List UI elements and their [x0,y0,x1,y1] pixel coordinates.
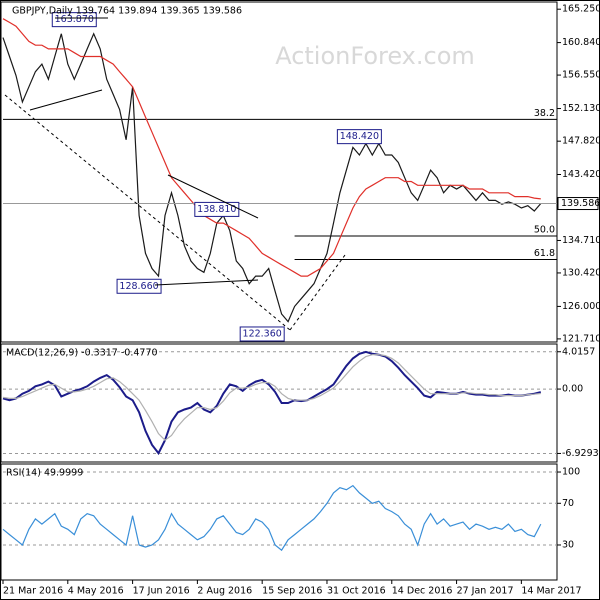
x-tick-label: 14 Dec 2016 [392,586,453,597]
annotation-box [116,278,162,294]
panel-frame [0,343,558,463]
x-tick-label: 17 Jun 2016 [133,586,190,597]
annotation-box [336,129,382,145]
x-tick-label: 14 Mar 2017 [521,586,581,597]
current-price-box [557,197,599,211]
panel-title: MACD(12,26,9) -0.3317 -0.4770 [6,348,158,359]
trendline [4,94,291,331]
annotation-label: 128.660 [119,281,158,292]
y-tick-label: 160.840 [562,37,600,48]
annotation-box [51,12,97,28]
current-price-label: 139.586 [561,198,600,209]
series-line [2,32,542,323]
trendline [154,279,259,286]
x-tick-label: 4 May 2016 [68,586,124,597]
x-tick-label: 15 Sep 2016 [262,586,322,597]
x-tick-label: 31 Oct 2016 [327,586,386,597]
x-tick-label: 21 Mar 2016 [3,586,63,597]
series-line [2,484,542,552]
watermark: ActionForex.com [275,42,475,70]
panel-frame [0,463,558,581]
y-tick-label: 156.550 [562,70,600,81]
fib-label: 50.0 [534,224,555,235]
annotation-label: 163.870 [55,14,94,25]
y-tick-label: 130.420 [562,267,600,278]
y-tick-label: 152.130 [562,103,600,114]
trendlines [4,17,346,331]
series-line [2,354,541,441]
fib-label: 61.8 [534,248,555,259]
y-tick-label: 30 [562,539,574,550]
y-tick-label: 143.420 [562,169,600,180]
annotation-box [194,201,240,217]
y-tick-label: 121.710 [562,333,600,344]
panel-frame [0,1,558,343]
y-tick-label: 126.000 [562,301,600,312]
panel-title: RSI(14) 49.9999 [6,468,83,479]
y-tick-label: 165.250 [562,4,600,15]
annotation-box [239,326,285,342]
panel-title: GBPJPY,Daily 139.764 139.894 139.365 139… [12,6,242,17]
x-tick-label: 27 Jan 2017 [457,586,514,597]
y-tick-label: 70 [562,498,574,509]
y-tick-label: 134.710 [562,235,600,246]
y-tick-label: 4.0157 [562,346,595,357]
x-tick-label: 2 Aug 2016 [197,586,252,597]
trendline [167,174,259,219]
y-tick-label: 0.00 [562,384,583,395]
y-tick-label: -6.9293 [562,448,599,459]
fib-label: 38.2 [534,108,555,119]
series-line [2,18,541,277]
annotation-label: 148.420 [340,131,379,142]
trendline [29,89,103,111]
annotation-label: 138.810 [197,204,236,215]
annotation-label: 122.360 [243,328,282,339]
y-tick-label: 147.820 [562,136,600,147]
y-tick-label: 100 [562,467,580,478]
